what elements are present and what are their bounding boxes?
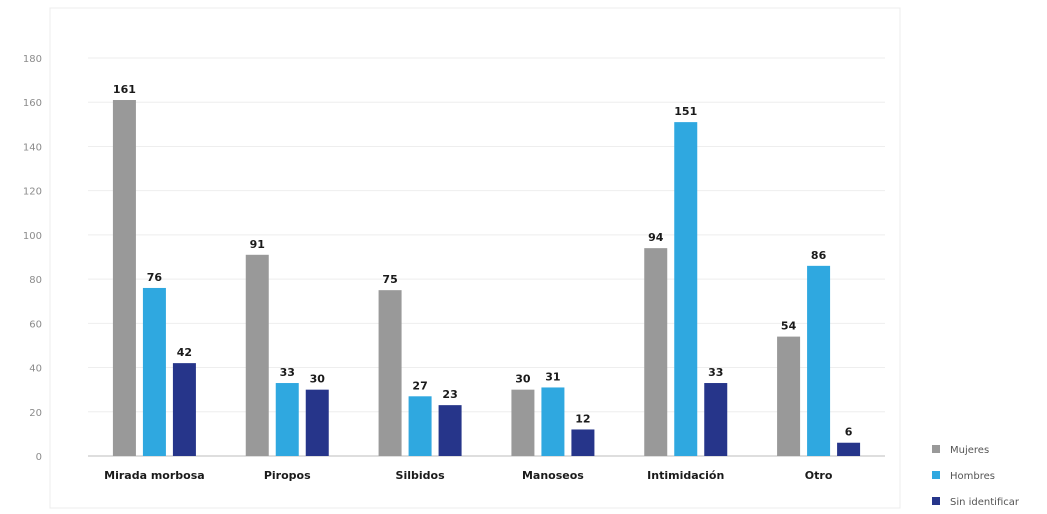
bar: [245, 254, 269, 456]
y-tick-label: 120: [23, 187, 42, 198]
bar: [378, 290, 402, 456]
y-tick-label: 140: [23, 142, 42, 153]
data-label: 42: [177, 346, 192, 359]
bars: [112, 100, 861, 456]
y-tick-label: 180: [23, 54, 42, 65]
bar: [807, 265, 831, 456]
legend-swatch: [932, 445, 940, 453]
data-label: 91: [250, 238, 265, 251]
legend-swatch: [932, 497, 940, 505]
bar: [674, 122, 698, 456]
data-label: 151: [674, 105, 697, 118]
category-label: Otro: [805, 469, 833, 482]
legend-label: Sin identificar: [950, 497, 1020, 508]
category-label: Silbidos: [396, 469, 446, 482]
y-tick-label: 40: [29, 364, 42, 375]
bar: [644, 248, 668, 456]
data-label: 30: [515, 373, 531, 386]
data-label: 30: [310, 373, 326, 386]
bar: [777, 336, 801, 456]
bar: [541, 387, 565, 456]
bar: [142, 287, 166, 456]
y-tick-label: 60: [29, 319, 42, 330]
y-tick-label: 100: [23, 231, 42, 242]
category-label: Mirada morbosa: [104, 469, 205, 482]
data-label: 23: [442, 388, 457, 401]
bar: [704, 383, 728, 456]
category-label: Manoseos: [522, 469, 584, 482]
bar: [305, 389, 329, 456]
bar: [837, 442, 861, 456]
data-label: 94: [648, 231, 664, 244]
legend: Mujeres Hombres Sin identificar: [932, 445, 1020, 508]
y-tick-label: 20: [29, 408, 42, 419]
data-label: 12: [575, 412, 590, 425]
category-label: Intimidación: [647, 469, 724, 482]
legend-label: Mujeres: [950, 445, 989, 456]
bar: [408, 396, 432, 456]
data-label: 75: [382, 273, 397, 286]
bar: [438, 405, 462, 456]
category-label: Piropos: [264, 469, 311, 482]
legend-swatch: [932, 471, 940, 479]
data-label: 161: [113, 83, 136, 96]
data-label: 31: [545, 370, 560, 383]
data-label: 6: [845, 426, 853, 439]
bar: [112, 100, 136, 456]
y-axis-ticks: 0 20 40 60 80 100 120 140 160 180: [23, 54, 42, 463]
y-tick-label: 160: [23, 98, 42, 109]
category-labels: Mirada morbosa Piropos Silbidos Manoseos Int…: [104, 469, 833, 482]
legend-label: Hombres: [950, 471, 995, 482]
y-tick-label: 0: [36, 452, 42, 463]
bar: [172, 363, 196, 456]
y-tick-label: 80: [29, 275, 42, 286]
data-labels: 161 76 42 91 33 30 75 27 23 30 31 12 94 151 33 54 86 6: [113, 83, 853, 439]
data-label: 33: [280, 366, 295, 379]
data-label: 33: [708, 366, 723, 379]
data-label: 86: [811, 249, 827, 262]
bar: [275, 383, 299, 456]
bar: [511, 389, 535, 456]
data-label: 76: [147, 271, 163, 284]
data-label: 27: [412, 379, 427, 392]
gridlines: [88, 57, 885, 457]
data-label: 54: [781, 320, 797, 333]
bar: [571, 429, 595, 456]
